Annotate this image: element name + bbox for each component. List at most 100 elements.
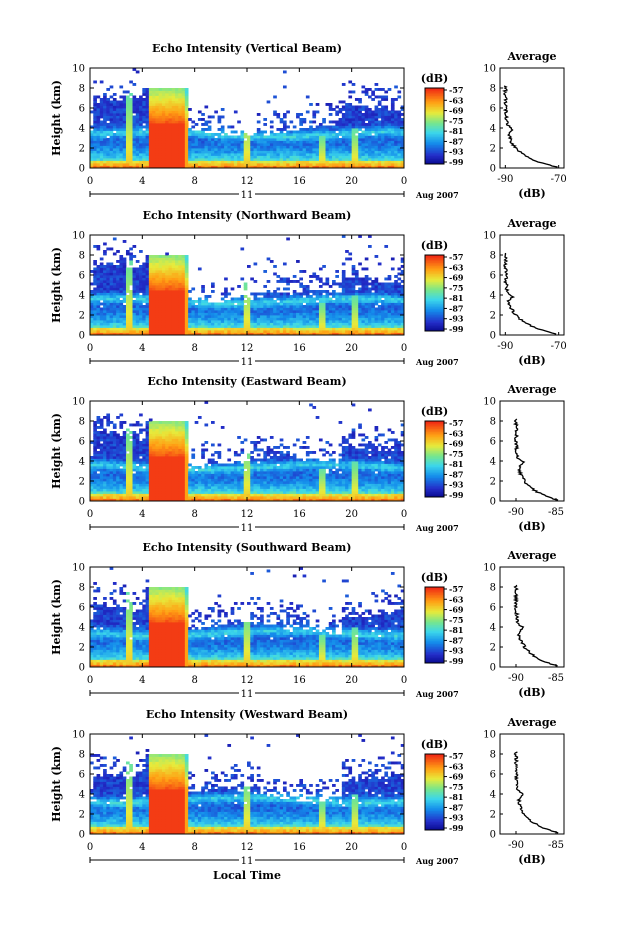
heatmap-cell (374, 155, 379, 159)
heatmap-cell (325, 160, 330, 164)
heatmap-cell (358, 307, 362, 311)
heatmap-cell (96, 125, 101, 129)
heatmap-cell (312, 292, 317, 296)
heatmap-cell (112, 302, 117, 306)
heatmap-cell (374, 317, 379, 321)
colorbar-swatch (425, 121, 444, 124)
heatmap-cell (289, 312, 294, 316)
heatmap-cell (243, 310, 248, 313)
heatmap-cell (211, 138, 215, 141)
heatmap-cell (332, 315, 336, 318)
heatmap-cell (125, 103, 130, 106)
heatmap-cell (188, 300, 192, 303)
heatmap-cell (341, 295, 346, 298)
heatmap-cell (266, 140, 271, 144)
heatmap-cell (354, 135, 359, 139)
heatmap-cell (158, 322, 163, 326)
heatmap-cell (148, 95, 153, 99)
heatmap-cell (152, 108, 156, 111)
heatmap-cell (109, 165, 114, 169)
heatmap-cell (338, 297, 343, 301)
colorbar-swatch (425, 319, 444, 322)
heatmap-cell (279, 317, 284, 321)
heatmap-cell (103, 123, 107, 126)
heatmap-cell (224, 307, 228, 311)
heatmap-cell (282, 312, 287, 316)
heatmap-cell (158, 327, 163, 331)
heatmap-cell (171, 290, 176, 293)
colorbar-tick-label: -57 (449, 85, 463, 95)
heatmap-cell (145, 282, 150, 286)
heatmap-cell (93, 327, 97, 331)
heatmap-cell (341, 143, 346, 146)
heatmap-cell (305, 330, 310, 333)
heatmap-cell (152, 312, 156, 316)
heatmap-cell (233, 135, 238, 139)
heatmap-cell (188, 160, 192, 164)
heatmap-cell (178, 302, 182, 306)
heatmap-cell (289, 150, 294, 154)
heatmap-cell (374, 322, 379, 326)
heatmap-cell (230, 148, 235, 151)
colorbar-swatch (425, 154, 444, 157)
heatmap-cell (204, 145, 209, 149)
heatmap-cell (93, 260, 97, 263)
heatmap-cell (276, 320, 281, 323)
heatmap-cell (305, 140, 310, 144)
heatmap-cell (103, 95, 107, 99)
heatmap-cell (224, 305, 228, 308)
heatmap-cell (214, 305, 218, 308)
heatmap-cell (161, 267, 166, 271)
heatmap-cell (299, 150, 303, 154)
heatmap-cell (211, 143, 215, 146)
heatmap-cell (116, 292, 120, 296)
heatmap-cell (400, 163, 405, 166)
heatmap-cell (227, 322, 232, 326)
heatmap-cell (132, 317, 137, 321)
heatmap-cell (99, 153, 104, 156)
heatmap-cell (335, 123, 339, 126)
date-label: 11 (241, 190, 254, 201)
heatmap-cell (286, 110, 290, 114)
heatmap-cell (132, 312, 137, 316)
heatmap-cell (132, 158, 137, 161)
heatmap-cell (188, 150, 192, 154)
heatmap-cell (171, 257, 176, 261)
heatmap-cell (142, 113, 146, 116)
colorbar-unit: (dB) (421, 239, 448, 252)
heatmap-cell (354, 322, 359, 326)
heatmap-cell (178, 95, 182, 99)
heatmap-cell (178, 300, 182, 303)
heatmap-cell (230, 155, 235, 159)
heatmap-cell (394, 143, 398, 146)
heatmap-cell (116, 466, 120, 469)
heatmap-cell (309, 140, 313, 144)
colorbar-tick-label: -75 (449, 116, 463, 126)
heatmap-cell (397, 315, 402, 318)
heatmap-cell (129, 267, 133, 271)
heatmap-cell (161, 123, 166, 126)
heatmap-cell (116, 123, 120, 126)
heatmap-cell (135, 118, 140, 121)
x-tick-label: 8 (191, 176, 197, 187)
heatmap-cell (394, 312, 398, 316)
heatmap-cell (175, 317, 179, 321)
heatmap-cell (93, 478, 97, 482)
heatmap-cell (348, 108, 353, 111)
heatmap-cell (99, 476, 104, 479)
heatmap-cell (191, 125, 196, 129)
heatmap-cell (181, 295, 186, 298)
heatmap-cell (204, 332, 209, 336)
heatmap-cell (250, 145, 254, 149)
heatmap-cell (237, 300, 241, 303)
heatmap-cell (338, 160, 343, 164)
heatmap-cell (93, 426, 97, 429)
heatmap-cell (358, 108, 362, 111)
heatmap-cell (371, 312, 375, 316)
heatmap-cell (135, 108, 140, 111)
heatmap-cell (302, 140, 307, 144)
heatmap-cell (194, 317, 199, 321)
heatmap-cell (296, 295, 300, 298)
heatmap-cell (96, 275, 101, 278)
heatmap-cell (325, 327, 330, 331)
